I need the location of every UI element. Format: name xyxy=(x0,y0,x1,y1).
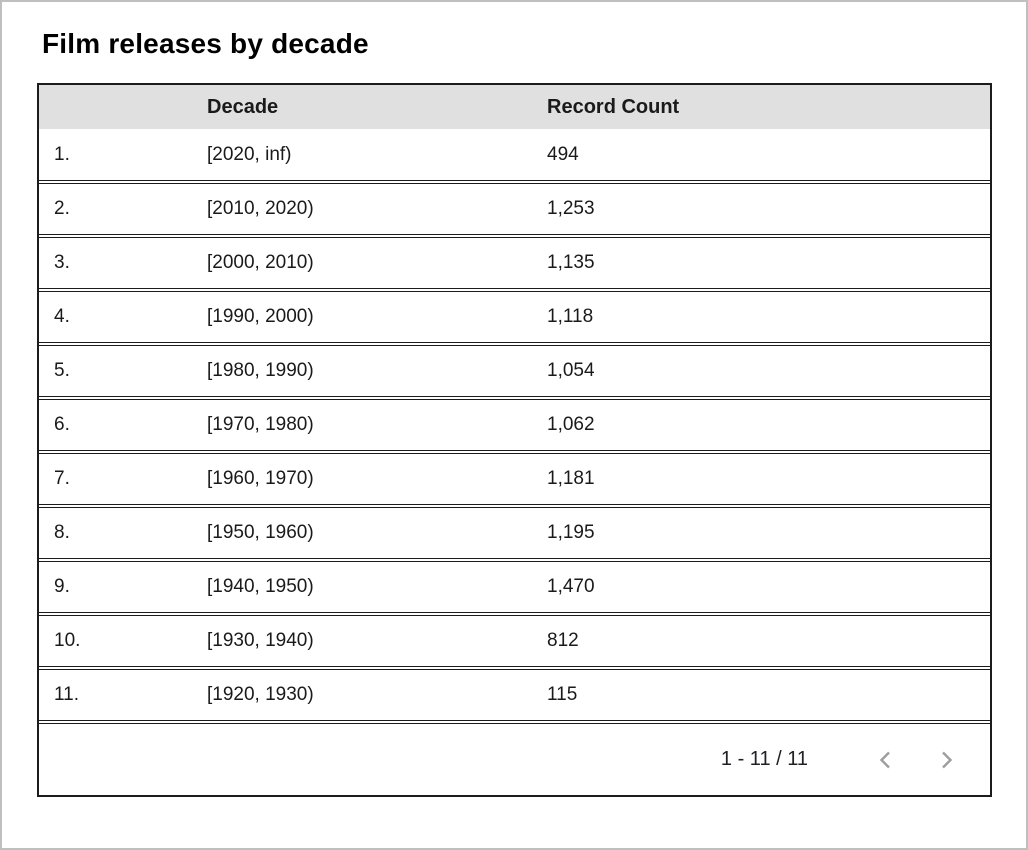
row-index: 10. xyxy=(54,630,81,651)
data-table: Decade Record Count 1. [2020, inf) 494 2… xyxy=(37,83,992,797)
table-row[interactable]: 6. [1970, 1980) 1,062 xyxy=(39,399,990,451)
row-index: 11. xyxy=(54,684,80,705)
table-row[interactable]: 8. [1950, 1960) 1,195 xyxy=(39,507,990,559)
table-row[interactable]: 9. [1940, 1950) 1,470 xyxy=(39,561,990,613)
row-index: 6. xyxy=(54,414,70,435)
table-row[interactable]: 5. [1980, 1990) 1,054 xyxy=(39,345,990,397)
row-decade: [1930, 1940) xyxy=(207,630,314,651)
table-body: 1. [2020, inf) 494 2. [2010, 2020) 1,253… xyxy=(39,129,990,721)
row-count: 494 xyxy=(547,143,579,165)
row-decade: [1970, 1980) xyxy=(207,414,314,435)
row-count: 115 xyxy=(547,684,578,705)
row-index: 3. xyxy=(54,252,70,273)
header-decade[interactable]: Decade xyxy=(207,95,279,118)
pagination-range: 1 - 11 / 11 xyxy=(720,748,808,770)
row-count: 1,470 xyxy=(547,576,595,597)
header-record-count[interactable]: Record Count xyxy=(547,95,680,118)
row-count: 1,195 xyxy=(547,522,595,543)
table-footer: 1 - 11 / 11 xyxy=(39,723,990,795)
row-index: 5. xyxy=(54,360,70,381)
table-row[interactable]: 11. [1920, 1930) 115 xyxy=(39,669,990,721)
row-decade: [2010, 2020) xyxy=(207,198,314,219)
row-index: 2. xyxy=(54,198,70,219)
row-index: 1. xyxy=(54,143,70,165)
row-decade: [1960, 1970) xyxy=(207,468,314,489)
table-row[interactable]: 2. [2010, 2020) 1,253 xyxy=(39,183,990,235)
row-index: 4. xyxy=(54,306,70,327)
table-row[interactable]: 7. [1960, 1970) 1,181 xyxy=(39,453,990,505)
row-index: 8. xyxy=(54,522,70,543)
table-row[interactable]: 10. [1930, 1940) 812 xyxy=(39,615,990,667)
row-index: 9. xyxy=(54,576,70,597)
row-index: 7. xyxy=(54,468,70,489)
row-decade: [2020, inf) xyxy=(207,143,292,165)
row-decade: [1950, 1960) xyxy=(207,522,314,543)
table-header-row: Decade Record Count xyxy=(39,85,990,129)
chart-title: Film releases by decade xyxy=(42,28,369,59)
row-decade: [1980, 1990) xyxy=(207,360,314,381)
row-decade: [1990, 2000) xyxy=(207,306,314,327)
chevron-right-icon[interactable] xyxy=(928,742,964,778)
row-count: 1,054 xyxy=(547,360,595,381)
row-count: 1,253 xyxy=(547,198,595,219)
row-decade: [2000, 2010) xyxy=(207,252,314,273)
row-decade: [1920, 1930) xyxy=(207,684,314,705)
table-row[interactable]: 3. [2000, 2010) 1,135 xyxy=(39,237,990,289)
row-count: 1,062 xyxy=(547,414,595,435)
row-decade: [1940, 1950) xyxy=(207,576,314,597)
table-row[interactable]: 4. [1990, 2000) 1,118 xyxy=(39,291,990,343)
row-count: 1,135 xyxy=(547,252,595,273)
row-count: 1,181 xyxy=(547,468,595,489)
chevron-left-icon[interactable] xyxy=(868,742,904,778)
row-count: 1,118 xyxy=(547,306,594,327)
table-row[interactable]: 1. [2020, inf) 494 xyxy=(39,129,990,181)
row-count: 812 xyxy=(547,630,579,651)
